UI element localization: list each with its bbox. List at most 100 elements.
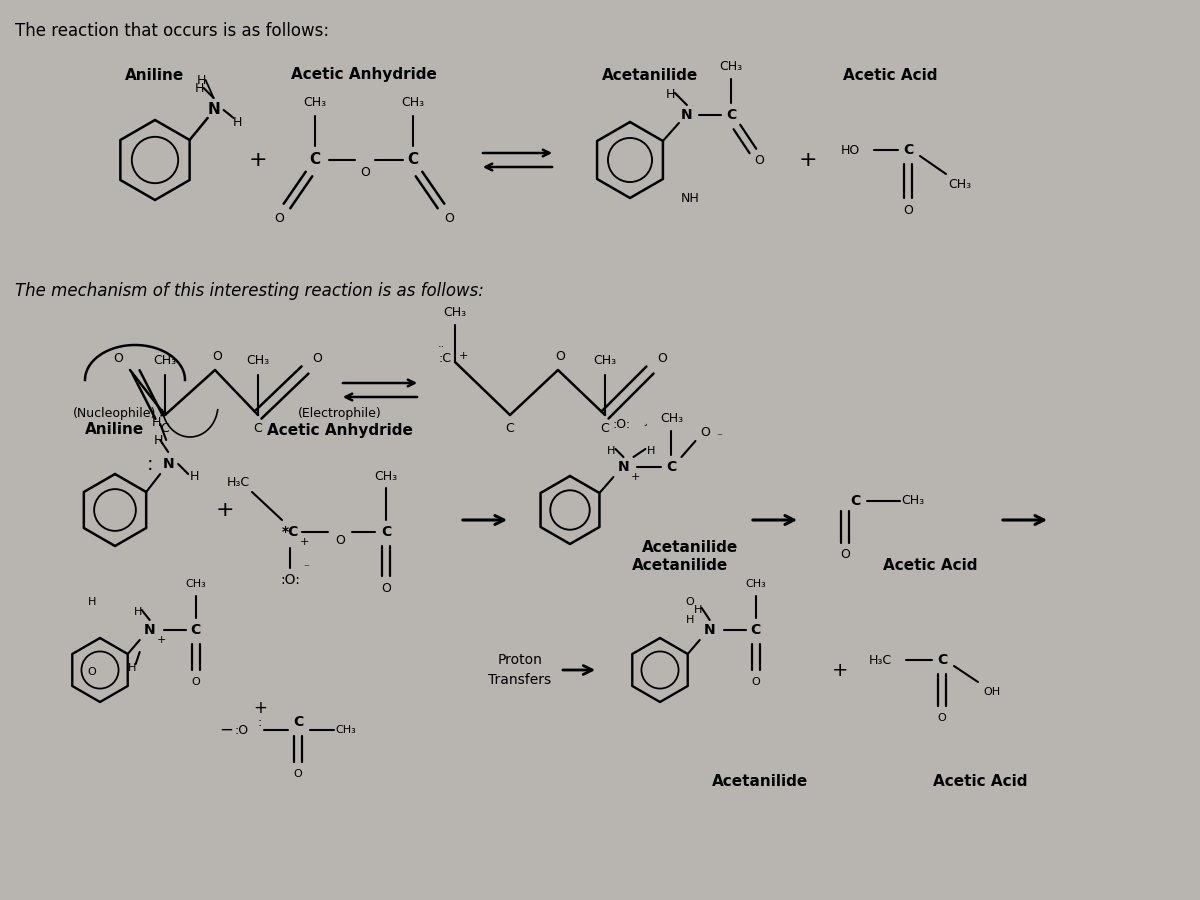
Text: O: O bbox=[382, 581, 391, 595]
Text: H: H bbox=[694, 605, 702, 615]
Text: H: H bbox=[197, 74, 206, 86]
Text: C: C bbox=[505, 422, 515, 436]
Text: O: O bbox=[335, 534, 344, 546]
Text: CH₃: CH₃ bbox=[304, 95, 326, 109]
Text: H: H bbox=[666, 88, 676, 102]
Text: H: H bbox=[127, 663, 136, 673]
Text: +: + bbox=[832, 661, 848, 680]
Text: C: C bbox=[408, 152, 419, 167]
Text: CH₃: CH₃ bbox=[374, 470, 397, 482]
Text: Acetic Anhydride: Acetic Anhydride bbox=[268, 422, 413, 437]
Text: Aniline: Aniline bbox=[125, 68, 185, 83]
Text: O: O bbox=[904, 203, 913, 217]
Text: H: H bbox=[686, 615, 694, 625]
Text: O: O bbox=[88, 667, 96, 677]
Text: Acetic Acid: Acetic Acid bbox=[883, 557, 977, 572]
Text: The mechanism of this interesting reaction is as follows:: The mechanism of this interesting reacti… bbox=[14, 282, 484, 300]
Text: C: C bbox=[601, 422, 610, 436]
Text: CH₃: CH₃ bbox=[594, 355, 617, 367]
Text: :C: :C bbox=[438, 352, 451, 365]
Text: C: C bbox=[293, 715, 304, 729]
Text: HO: HO bbox=[840, 143, 859, 157]
Text: CH₃: CH₃ bbox=[185, 579, 206, 589]
Text: C: C bbox=[666, 460, 677, 474]
Text: N: N bbox=[704, 623, 715, 637]
Text: C: C bbox=[937, 653, 947, 667]
Text: ⁻: ⁻ bbox=[716, 432, 722, 442]
Text: O: O bbox=[444, 212, 454, 224]
Text: The reaction that occurs is as follows:: The reaction that occurs is as follows: bbox=[14, 22, 329, 40]
Text: CH₃: CH₃ bbox=[719, 60, 743, 74]
Text: +: + bbox=[157, 635, 167, 645]
Text: C: C bbox=[191, 623, 200, 637]
Text: O: O bbox=[701, 427, 710, 439]
Text: O: O bbox=[274, 212, 284, 224]
Text: CH₃: CH₃ bbox=[948, 177, 972, 191]
Text: Acetanilide: Acetanilide bbox=[602, 68, 698, 83]
Text: O: O bbox=[840, 548, 850, 562]
Text: N: N bbox=[162, 457, 174, 471]
Text: O: O bbox=[191, 677, 200, 687]
Text: Transfers: Transfers bbox=[488, 673, 552, 687]
Text: :: : bbox=[146, 454, 154, 473]
Text: C: C bbox=[726, 108, 736, 122]
Text: C: C bbox=[310, 152, 320, 167]
Text: Acetic Acid: Acetic Acid bbox=[932, 775, 1027, 789]
Text: *C: *C bbox=[281, 525, 299, 539]
Text: H: H bbox=[607, 446, 616, 456]
Text: N: N bbox=[618, 460, 629, 474]
Text: H: H bbox=[88, 597, 96, 607]
Text: C: C bbox=[902, 143, 913, 157]
Text: O: O bbox=[556, 349, 565, 363]
Text: ¸: ¸ bbox=[643, 416, 648, 426]
Text: H: H bbox=[133, 607, 142, 617]
Text: O: O bbox=[658, 352, 667, 365]
Text: H₃C: H₃C bbox=[227, 475, 250, 489]
Text: +: + bbox=[799, 150, 817, 170]
Text: H: H bbox=[154, 434, 163, 446]
Text: +: + bbox=[248, 150, 268, 170]
Text: H: H bbox=[647, 446, 655, 456]
Text: O: O bbox=[685, 597, 695, 607]
Text: CH₃: CH₃ bbox=[246, 355, 270, 367]
Text: O: O bbox=[312, 352, 322, 365]
Text: C: C bbox=[750, 623, 761, 637]
Text: OH: OH bbox=[984, 687, 1001, 697]
Text: H: H bbox=[190, 470, 199, 482]
Text: N: N bbox=[682, 108, 692, 122]
Text: O: O bbox=[212, 349, 222, 363]
Text: Aniline: Aniline bbox=[85, 422, 145, 437]
Text: C: C bbox=[161, 422, 169, 436]
Text: (Electrophile): (Electrophile) bbox=[298, 408, 382, 420]
Text: :O:: :O: bbox=[612, 418, 630, 431]
Text: CH₃: CH₃ bbox=[336, 725, 356, 735]
Text: +: + bbox=[299, 537, 308, 547]
Text: Acetic Anhydride: Acetic Anhydride bbox=[292, 68, 437, 83]
Text: NH: NH bbox=[680, 192, 700, 204]
Text: C: C bbox=[380, 525, 391, 539]
Text: +: + bbox=[216, 500, 234, 520]
Text: ..: .. bbox=[437, 339, 445, 349]
Text: O: O bbox=[937, 713, 947, 723]
Text: +: + bbox=[458, 351, 468, 361]
Text: O: O bbox=[754, 155, 764, 167]
Text: Acetanilide: Acetanilide bbox=[642, 541, 738, 555]
Text: O: O bbox=[360, 166, 370, 178]
Text: Acetanilide: Acetanilide bbox=[712, 775, 808, 789]
Text: CH₃: CH₃ bbox=[745, 579, 766, 589]
Text: Acetanilide: Acetanilide bbox=[632, 557, 728, 572]
Text: +: + bbox=[631, 472, 640, 482]
Text: CH₃: CH₃ bbox=[444, 305, 467, 319]
Text: H: H bbox=[233, 115, 242, 129]
Text: CH₃: CH₃ bbox=[402, 95, 425, 109]
Text: C: C bbox=[253, 422, 263, 436]
Text: −: − bbox=[220, 721, 233, 739]
Text: C: C bbox=[850, 494, 860, 508]
Text: Acetic Acid: Acetic Acid bbox=[842, 68, 937, 83]
Text: CH₃: CH₃ bbox=[660, 412, 683, 426]
Text: H₃C: H₃C bbox=[869, 653, 892, 667]
Text: ⁻: ⁻ bbox=[304, 563, 308, 573]
Text: +: + bbox=[253, 699, 266, 717]
Text: H: H bbox=[151, 416, 161, 428]
Text: N: N bbox=[208, 103, 220, 118]
